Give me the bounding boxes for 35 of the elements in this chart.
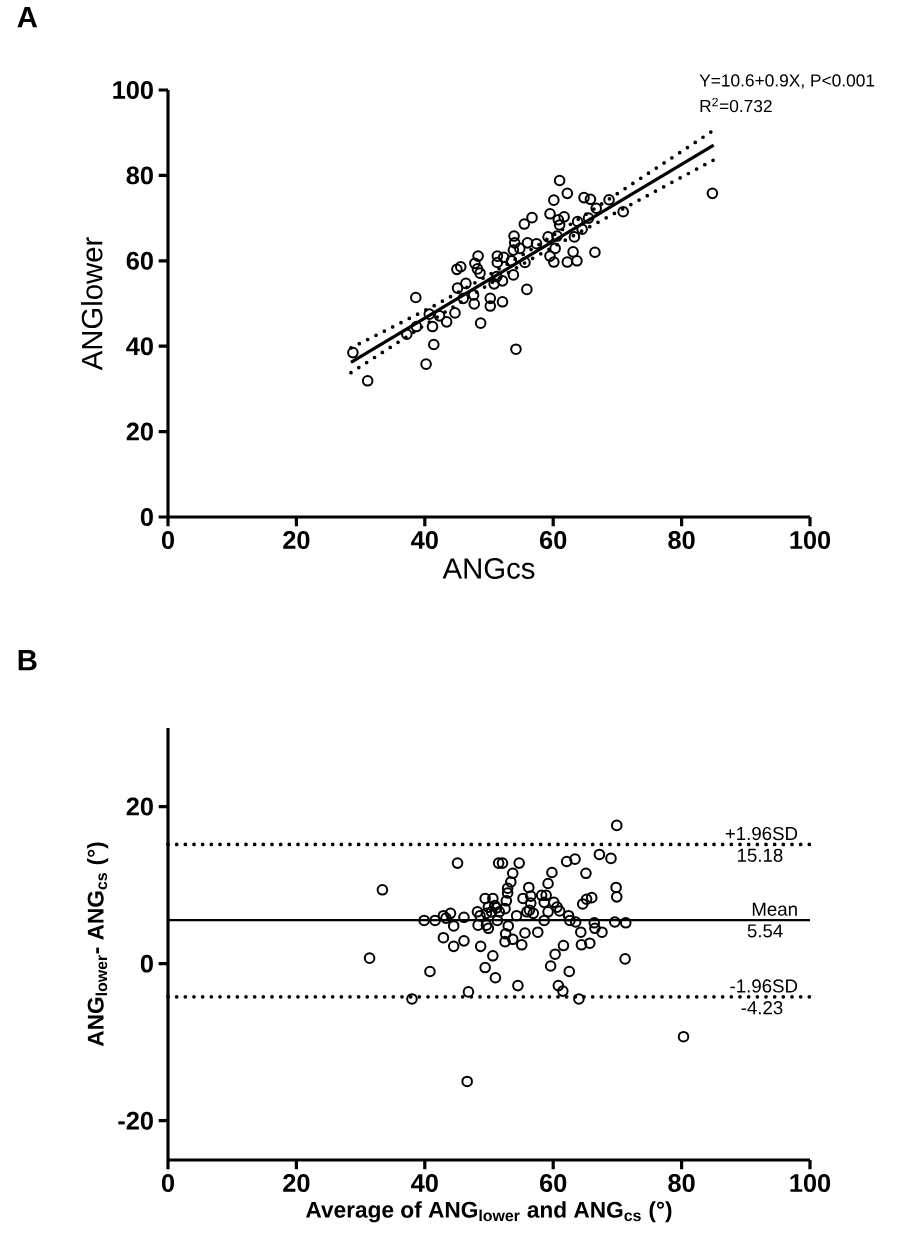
text: Y=10.6+0.9X, P<0.001 [699,74,875,89]
x-tick-label: 20 [283,531,310,549]
x-tick-label: 40 [411,531,438,549]
y-axis-title: ANG$_{lower}$- ANG$_{cs}$ (°) [87,842,109,1047]
ref-line-label: +1.96SD [725,826,798,841]
y-tick-label: 100 [113,81,153,99]
x-tick-label: 80 [668,531,695,549]
y-tick-label: 20 [126,422,153,441]
y-tick-label: 40 [126,337,153,356]
y-tick-label: 0 [140,508,153,526]
x-tick-label: 0 [161,531,174,549]
x-tick-label: 40 [411,1174,438,1192]
annotation: -4.23 [741,1001,783,1015]
x-tick-label: 100 [790,531,831,549]
x-tick-label: 20 [283,1174,310,1192]
x-axis-title: Average of ANG$_{lower}$ and ANG$_{cs}$ (°) [306,1201,672,1223]
ref-line-label: -1.96SD [730,979,798,993]
ref-line-label: Mean [752,902,797,916]
y-tick-label: 0 [140,954,153,973]
annotation: R$^{2}$=0.732 [700,97,772,113]
y-tick-label: -20 [118,1111,153,1130]
x-tick-label: 80 [668,1174,695,1192]
y-tick-label: 80 [126,166,153,185]
y-tick-label: 20 [126,797,153,816]
y-tick-label: 60 [126,251,153,270]
chart-title: A [17,7,38,28]
x-axis-title: ANGcs [442,558,535,579]
chart-title: B [18,650,37,671]
y-axis-title: ANGlower [80,237,103,371]
annotation: 5.54 [747,924,783,938]
x-tick-label: 0 [161,1174,174,1192]
x-tick-label: 100 [790,1174,831,1192]
x-tick-label: 60 [540,1174,567,1192]
annotation: 15.18 [737,848,783,862]
x-tick-label: 60 [540,531,567,549]
